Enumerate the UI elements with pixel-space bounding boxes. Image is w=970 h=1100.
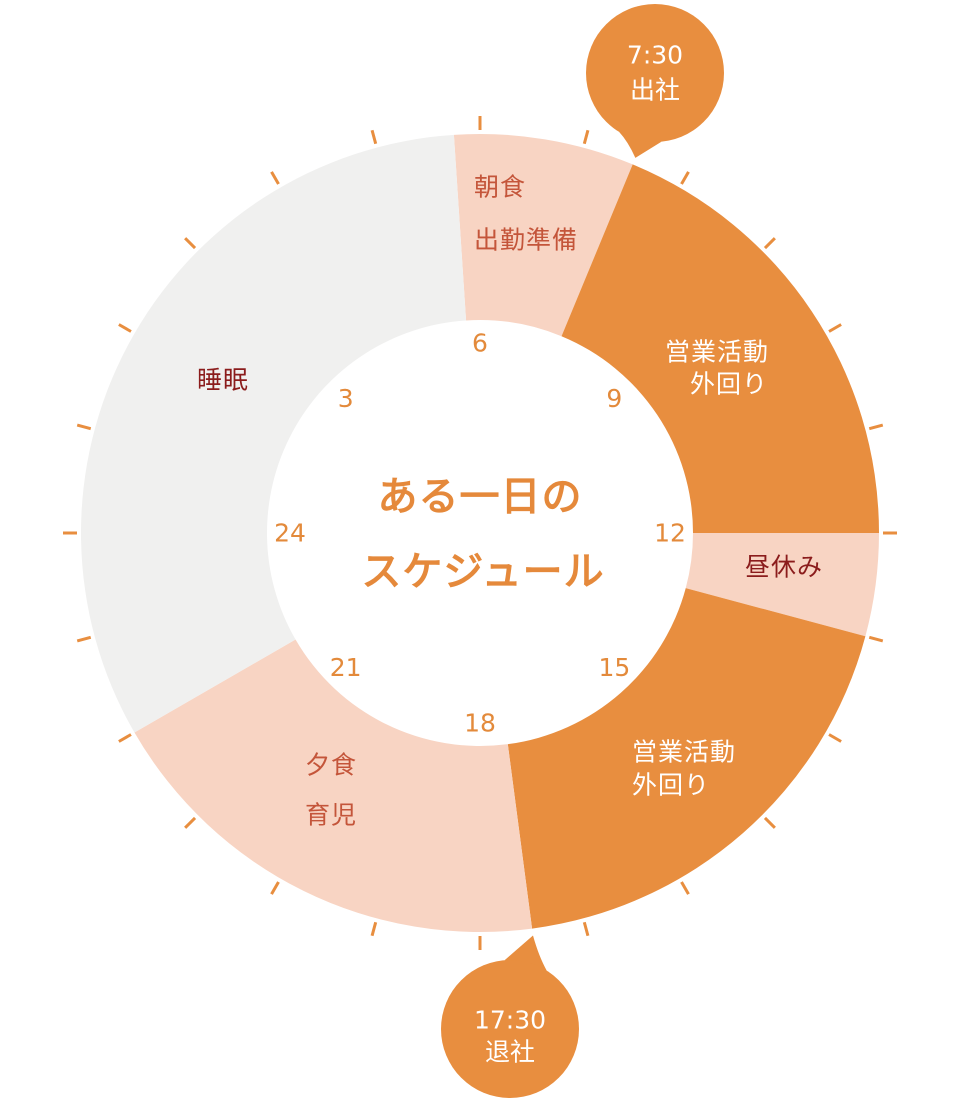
hour-tick [184,237,197,250]
hour-label: 21 [330,653,362,682]
hour-tick [76,423,92,431]
chart-title-line-2: スケジュール [361,549,604,595]
callout-time: 17:30 [474,1006,546,1035]
segment-label: 育児 [305,801,357,830]
segment-label: 営業活動 [632,738,736,767]
hour-tick [370,129,378,145]
afternoon-sales-segment [507,588,866,929]
hour-labels: 3 6 9 12 15 18 21 24 [274,329,686,738]
chart-title-line-1: ある一日の [378,474,583,520]
segment-label: 出勤準備 [474,226,578,255]
callout-bubble [586,4,724,142]
callout-time: 7:30 [627,41,683,70]
segment-label: 営業活動 [665,338,769,367]
hour-label: 3 [338,384,354,413]
hour-label: 9 [606,384,622,413]
hour-label: 15 [598,653,630,682]
hour-tick [76,635,92,643]
leave-work-callout: 17:30 退社 [441,935,579,1098]
sleep-segment [80,134,467,733]
hour-tick [370,921,378,937]
segment-label: 夕食 [305,751,357,780]
morning-sales-segment [561,164,879,533]
segment-label: 外回り [632,771,710,800]
callout-label: 出社 [630,76,680,105]
hour-label: 12 [654,519,686,548]
segment-label: 朝食 [474,173,526,202]
hour-tick [270,881,280,895]
segment-label: 昼休み [745,553,823,582]
hour-tick [763,816,776,829]
hour-tick [828,733,842,743]
chart-title: ある一日の スケジュール [361,474,604,595]
segment-label: 外回り [690,370,768,399]
hour-tick [868,635,884,643]
hour-tick [868,423,884,431]
hour-tick [680,171,690,185]
hour-ticks [63,116,897,950]
schedule-segments [80,134,879,932]
callout-tail [619,131,662,158]
hour-tick [680,881,690,895]
hour-tick [582,129,590,145]
callout-bubble [441,960,579,1098]
hour-tick [582,921,590,937]
callout-label: 退社 [485,1038,535,1067]
hour-tick [828,323,842,333]
breakfast-prep-segment [453,134,633,337]
hour-tick [118,323,132,333]
hour-tick [184,816,197,829]
hour-label: 24 [274,519,306,548]
segment-label: 睡眠 [197,366,249,395]
time-callouts: 7:30 出社 17:30 退社 [441,4,724,1098]
hour-label: 18 [464,709,496,738]
dinner-childcare-segment [134,639,533,932]
hour-tick [763,237,776,250]
lunch-break-segment [685,533,879,637]
start-work-callout: 7:30 出社 [586,4,724,158]
hour-tick [270,171,280,185]
hour-label: 6 [472,329,488,358]
hour-tick [118,733,132,743]
